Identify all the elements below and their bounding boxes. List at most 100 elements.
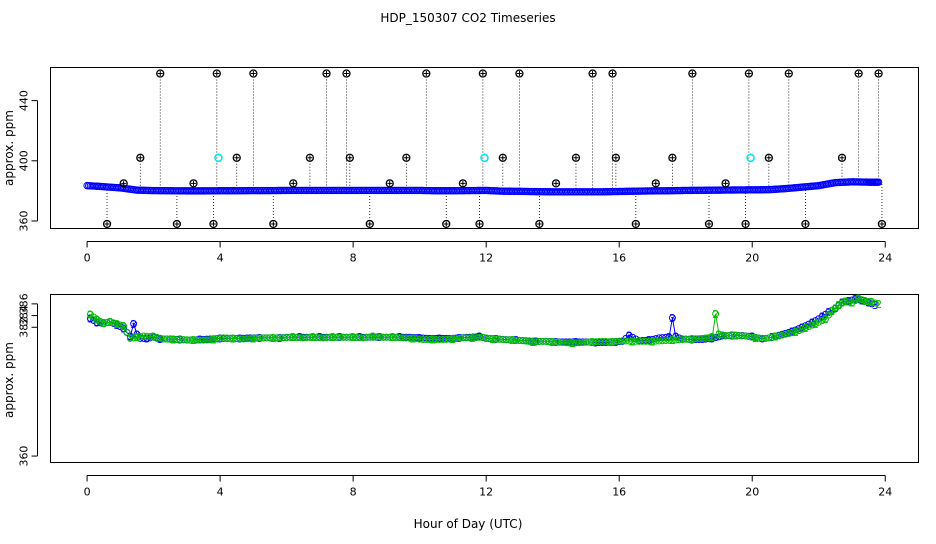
spike-marker-cross [270,221,276,227]
spike-marker [212,69,221,78]
series-point-2 [771,333,779,341]
series-point-2 [485,334,493,342]
spike-marker-cross [367,221,373,227]
top-panel-y-axis: 360 400 440 [18,90,38,231]
series-point-2 [166,335,174,343]
spike-marker-cross [387,180,393,186]
series-numeral-2: 2 [310,331,317,344]
spike-marker-cross [104,221,110,227]
bottom-x-tick-label: 0 [84,486,91,499]
spike-marker [156,69,165,78]
series-point-2 [93,316,101,324]
series-numeral-2: 2 [589,336,596,349]
spike-marker [498,153,507,162]
series-point-2 [446,335,454,343]
spike-marker-cross [250,71,256,77]
series-numeral-2: 2 [290,331,297,344]
series-point-2 [582,338,590,346]
series-point-2 [628,337,636,345]
spike-marker [571,153,581,162]
spike-marker [651,179,660,188]
series-point-2 [422,336,430,344]
series-point-2 [542,338,550,346]
series-point-2 [695,335,703,343]
series-numeral-2: 2 [792,326,799,339]
spike-marker-cross [423,71,429,77]
spike-marker-cross [743,221,749,227]
series-point-2 [642,337,650,345]
series-point-2 [436,336,444,344]
series-point-2 [798,325,806,333]
series-point-2 [838,299,846,307]
spike-marker [232,153,241,162]
series-point-2 [382,333,390,341]
series-point-2 [259,334,267,342]
spike-marker [688,69,697,78]
series-point-2 [299,334,307,342]
spike-marker [249,69,258,78]
series-point-2 [476,333,484,341]
series-point-2 [329,333,337,341]
series-point-2 [522,337,530,345]
series-numeral-3: 3 [133,328,140,341]
top-x-tick-label: 8 [350,252,357,265]
series-point-2 [449,335,457,343]
series-point-2 [662,337,670,345]
series-numeral-2: 2 [822,313,829,326]
bottom-y-tick-label: 384 [18,305,31,326]
series-point-2 [263,334,271,342]
spike-marker-cross [343,71,349,77]
series-numeral-2: 2 [449,333,456,346]
series-point-2 [492,335,500,343]
series-point-2 [273,334,281,342]
series-point-2 [426,336,434,344]
series-numeral-3: 3 [832,303,839,316]
x-axis-label: Hour of Day (UTC) [414,517,523,531]
spike-marker [704,219,714,229]
series-point-2 [392,333,400,341]
series-numeral-2: 2 [569,337,576,350]
series-point-2 [801,324,809,332]
series-point-2 [143,332,151,340]
series-point-2 [336,333,344,341]
spike-marker [322,69,331,78]
series-point-2 [712,310,720,318]
series-point-2 [199,336,207,344]
spike-marker-cross [174,221,180,227]
spike-marker-cross [443,221,449,227]
series-point-2 [369,333,377,341]
series-point-2 [509,336,517,344]
series-point-2 [815,318,823,326]
spike-marker-cross [590,71,596,77]
series-point-3 [668,314,676,322]
spike-marker [551,179,561,188]
series-point-2 [339,333,347,341]
series-point-2 [176,336,184,344]
series-numeral-2: 2 [370,331,377,344]
spike-marker [744,69,754,78]
spike-marker-cross [324,71,330,77]
spike-marker [269,219,278,229]
series-numeral-2: 2 [409,332,416,345]
series-point-2 [150,333,158,341]
series-point-2 [253,334,261,342]
spike-marker [365,219,374,229]
spike-marker [611,153,621,162]
series-point-2 [648,337,656,345]
series-point-2 [728,331,736,339]
series-point-2 [146,332,154,340]
spike-marker [837,153,847,162]
series-point-2 [788,329,796,337]
flag-marker [480,153,489,163]
series-point-2 [682,335,690,343]
series-point-2 [738,332,746,340]
series-numeral-2: 2 [529,336,536,349]
series-point-2 [785,330,793,338]
top-x-tick-label: 16 [612,252,626,265]
spike-marker-cross [536,221,542,227]
series-point-2 [625,337,633,345]
spike-marker-cross [746,71,752,77]
series-point-2 [715,330,723,338]
top-x-tick-label: 12 [479,252,493,265]
spike-marker-cross [460,180,466,186]
